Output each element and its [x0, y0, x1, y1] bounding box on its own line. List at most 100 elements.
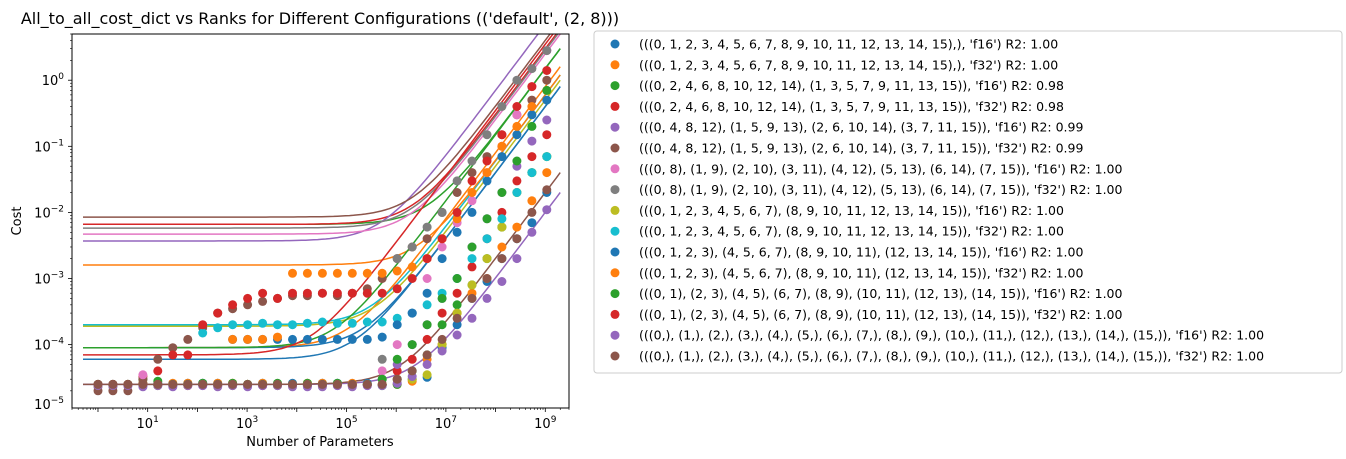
- data-point: [377, 317, 387, 327]
- legend-marker: [610, 268, 620, 278]
- data-point: [347, 334, 357, 344]
- data-point: [302, 288, 312, 298]
- data-point: [407, 262, 417, 272]
- data-point: [467, 242, 477, 252]
- fit-line-7: [83, 34, 561, 235]
- data-point: [422, 350, 432, 360]
- data-point: [258, 318, 268, 328]
- data-point: [123, 379, 133, 389]
- legend-frame: [593, 30, 1343, 374]
- data-point: [497, 130, 507, 140]
- data-point: [452, 320, 462, 330]
- data-point: [542, 46, 552, 56]
- y-axis-ticks: 10−5 10−4 10−3 10−2 10−1 100: [34, 33, 72, 413]
- fit-line-12: [83, 74, 561, 266]
- data-point: [362, 334, 372, 344]
- data-point: [527, 196, 537, 206]
- fit-line-4: [83, 34, 558, 226]
- data-point: [332, 334, 342, 344]
- data-point: [168, 343, 178, 353]
- legend-label: (((0, 4, 8, 12), (1, 5, 9, 13), (2, 6, 1…: [639, 120, 1083, 135]
- data-point: [377, 379, 387, 389]
- data-point: [332, 318, 342, 328]
- data-point: [512, 121, 522, 131]
- data-point: [452, 330, 462, 340]
- fit-line-2: [83, 66, 561, 349]
- data-point: [542, 75, 552, 85]
- data-point: [452, 300, 462, 310]
- data-point: [362, 317, 372, 327]
- data-point: [437, 346, 447, 356]
- data-point: [437, 293, 447, 303]
- data-point: [467, 262, 477, 272]
- legend-marker: [610, 185, 620, 195]
- data-point: [542, 95, 552, 105]
- data-point: [392, 254, 402, 264]
- data-point: [258, 288, 268, 298]
- data-point: [497, 102, 507, 111]
- fit-line-13: [83, 48, 561, 349]
- data-point: [138, 370, 148, 380]
- y-tick-label: 10−2: [34, 204, 64, 221]
- legend-label: (((0, 4, 8, 12), (1, 5, 9, 13), (2, 6, 1…: [639, 141, 1083, 156]
- data-point: [392, 340, 402, 350]
- legend-marker: [610, 122, 620, 132]
- data-point: [317, 288, 327, 298]
- legend-label: (((0, 1), (2, 3), (4, 5), (6, 7), (8, 9)…: [639, 286, 1123, 301]
- x-tick-label: 103: [236, 415, 258, 432]
- legend-label: (((0, 1), (2, 3), (4, 5), (6, 7), (8, 9)…: [639, 307, 1123, 322]
- data-point: [317, 334, 327, 344]
- legend-marker: [610, 330, 620, 340]
- data-point: [482, 254, 492, 264]
- legend-marker: [610, 205, 620, 215]
- data-point: [482, 168, 492, 178]
- fit-line-5: [83, 34, 540, 242]
- data-point: [422, 222, 432, 232]
- data-point: [512, 110, 522, 120]
- data-point: [452, 274, 462, 283]
- data-point: [422, 274, 432, 283]
- data-point: [422, 370, 432, 380]
- data-point: [467, 207, 477, 217]
- data-point: [198, 320, 208, 330]
- legend-marker: [610, 247, 620, 257]
- data-point: [527, 136, 537, 146]
- data-point: [273, 293, 282, 303]
- data-point: [302, 268, 312, 278]
- y-tick-label: 10−4: [34, 337, 64, 354]
- data-point: [198, 379, 208, 389]
- data-point: [377, 332, 387, 342]
- data-point: [542, 85, 552, 95]
- data-point: [183, 350, 193, 360]
- data-point: [422, 360, 432, 369]
- data-point: [437, 334, 447, 344]
- data-point: [497, 277, 507, 286]
- fit-line-8: [83, 34, 559, 229]
- data-point: [392, 266, 402, 276]
- data-point: [452, 288, 462, 298]
- data-point: [467, 156, 477, 166]
- y-tick-label: 10−1: [34, 138, 64, 155]
- data-point: [527, 110, 537, 120]
- data-point: [527, 207, 537, 217]
- data-point: [183, 334, 193, 344]
- data-point: [452, 176, 462, 186]
- data-point: [377, 354, 387, 364]
- y-tick-label: 10−5: [34, 396, 64, 413]
- legend-marker: [610, 226, 620, 236]
- data-point: [542, 152, 552, 162]
- legend: (((0, 1, 2, 3, 4, 5, 6, 7, 8, 9, 10, 11,…: [593, 30, 1343, 374]
- y-tick-label: 100: [42, 72, 65, 89]
- data-point: [407, 308, 417, 318]
- data-point: [452, 207, 462, 217]
- legend-marker: [610, 351, 620, 361]
- fit-lines: [83, 34, 561, 386]
- data-point: [437, 320, 447, 330]
- data-point: [213, 308, 223, 318]
- data-point: [542, 130, 552, 140]
- legend-label: (((0, 1, 2, 3, 4, 5, 6, 7), (8, 9, 10, 1…: [639, 203, 1064, 218]
- data-point: [392, 320, 402, 330]
- data-point: [377, 268, 387, 278]
- data-point: [527, 95, 537, 105]
- legend-marker: [610, 143, 620, 153]
